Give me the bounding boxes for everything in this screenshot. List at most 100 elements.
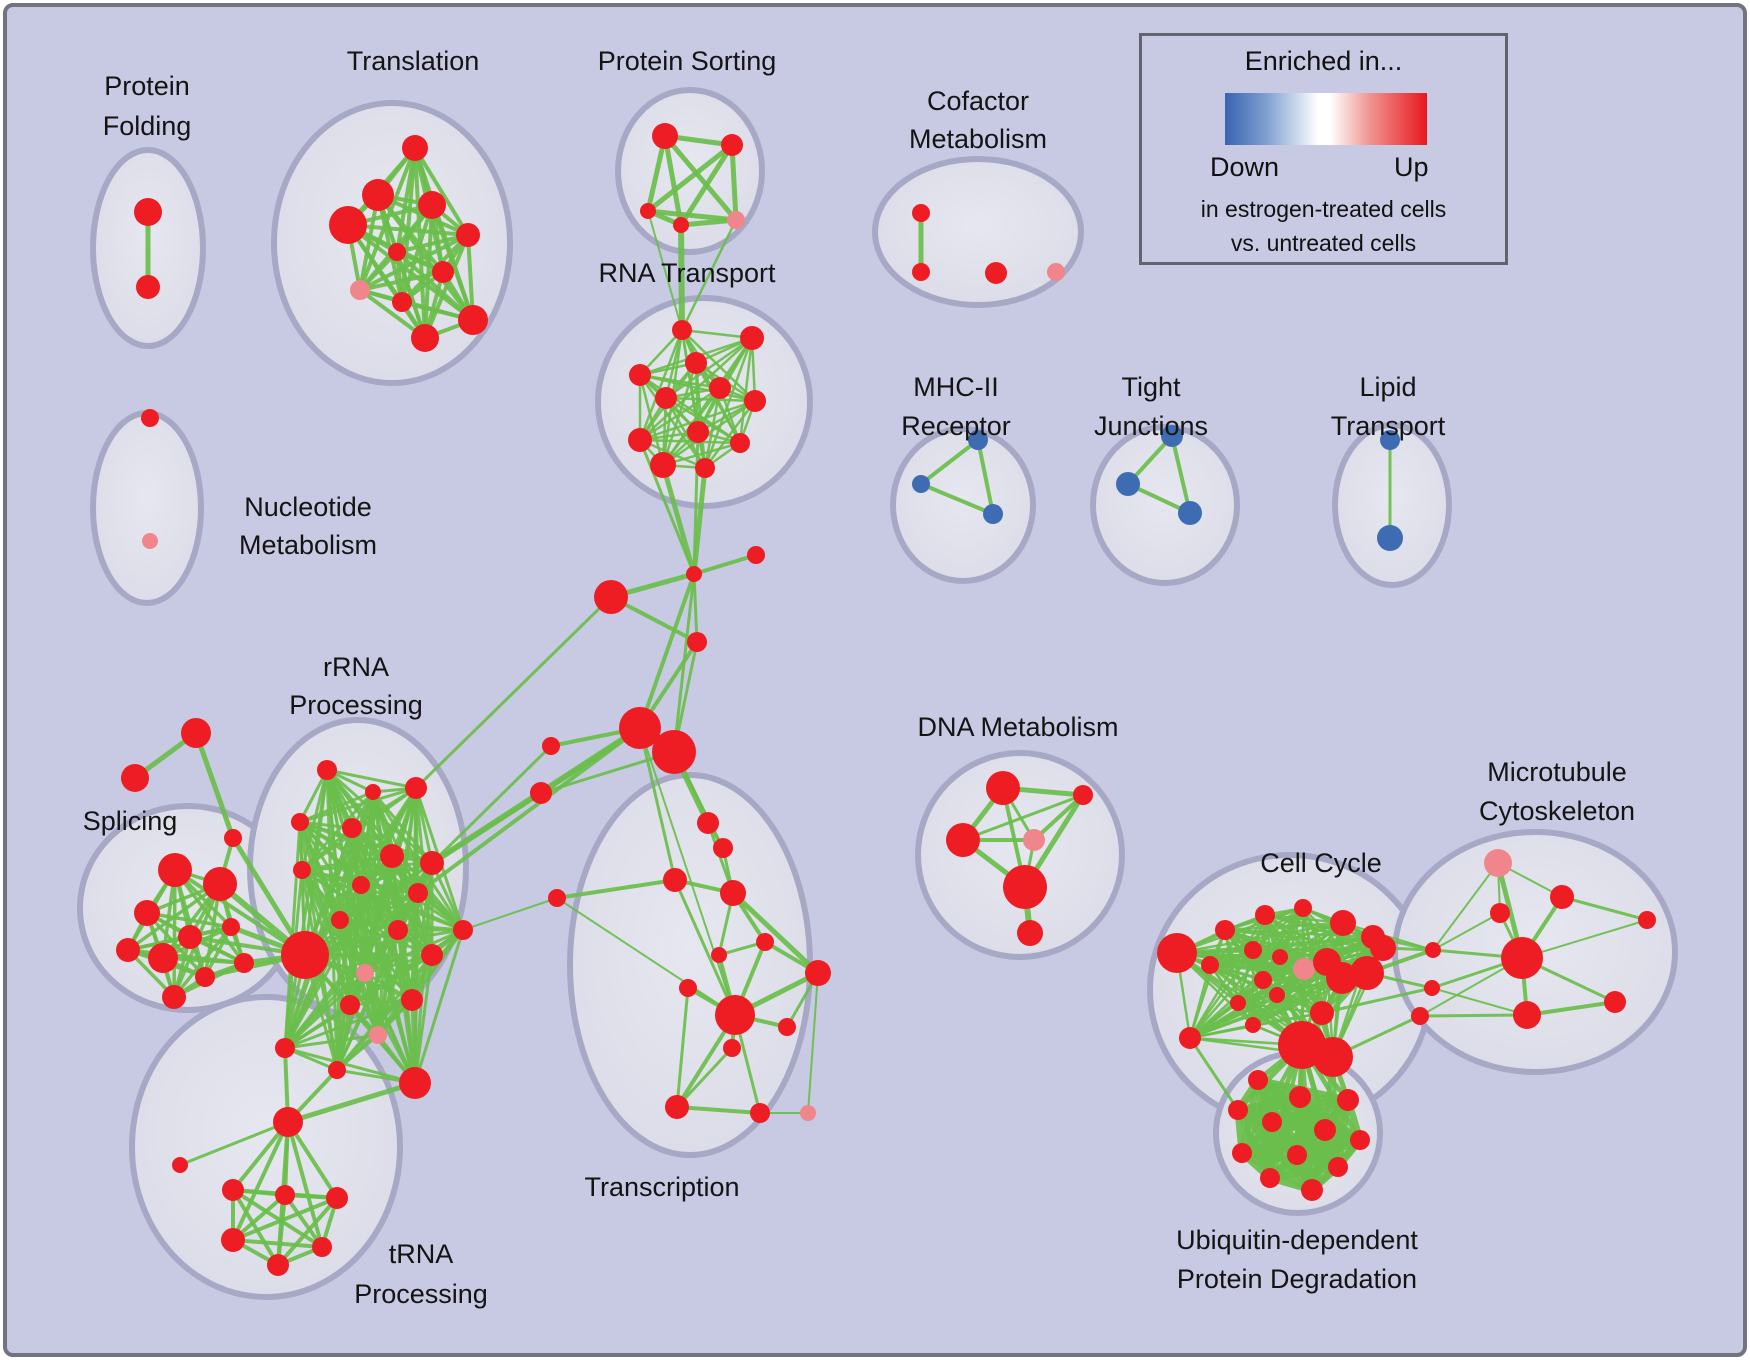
- gene-set-node-tx-0[interactable]: [697, 812, 719, 834]
- gene-set-node-rr-7[interactable]: [293, 861, 311, 879]
- gene-set-node-tn-4[interactable]: [221, 1228, 245, 1252]
- gene-set-node-ps-4[interactable]: [727, 211, 745, 229]
- gene-set-node-tx-4[interactable]: [548, 889, 566, 907]
- gene-set-node-br-3[interactable]: [687, 632, 707, 652]
- gene-set-node-cc-12[interactable]: [1330, 910, 1356, 936]
- gene-set-node-lt-0[interactable]: [1380, 430, 1400, 450]
- gene-set-node-sp-5[interactable]: [222, 918, 240, 936]
- gene-set-node-mt-6[interactable]: [1638, 911, 1656, 929]
- gene-set-node-tl-7[interactable]: [350, 280, 370, 300]
- gene-set-node-pf-1[interactable]: [136, 275, 160, 299]
- gene-set-node-tx-6[interactable]: [756, 933, 774, 951]
- gene-set-node-br-2[interactable]: [747, 546, 765, 564]
- gene-set-node-rt-11[interactable]: [695, 458, 715, 478]
- gene-set-node-br-6[interactable]: [542, 737, 560, 755]
- gene-set-node-tx-8[interactable]: [679, 979, 697, 997]
- gene-set-node-cf-2[interactable]: [985, 262, 1007, 284]
- gene-set-node-ub-4[interactable]: [1262, 1112, 1282, 1132]
- gene-set-node-rr-14[interactable]: [421, 944, 443, 966]
- gene-set-node-mt-2[interactable]: [1490, 903, 1510, 923]
- gene-set-node-cc-0[interactable]: [1157, 933, 1197, 973]
- gene-set-node-tl-1[interactable]: [362, 179, 394, 211]
- gene-set-node-tx-10[interactable]: [778, 1018, 796, 1036]
- gene-set-node-cc-20[interactable]: [1215, 920, 1235, 940]
- gene-set-node-rt-4[interactable]: [709, 377, 731, 399]
- gene-set-node-ub-2[interactable]: [1337, 1089, 1359, 1111]
- gene-set-node-tn-5[interactable]: [312, 1237, 332, 1257]
- gene-set-node-sp-2[interactable]: [134, 900, 160, 926]
- gene-set-node-rt-0[interactable]: [672, 320, 692, 340]
- gene-set-node-dm-2[interactable]: [946, 823, 980, 857]
- gene-set-node-cc-3[interactable]: [1254, 971, 1272, 989]
- gene-set-node-tx-14[interactable]: [800, 1105, 816, 1121]
- gene-set-node-rt-7[interactable]: [687, 421, 709, 443]
- gene-set-node-cc-13[interactable]: [1361, 925, 1385, 949]
- gene-set-node-tj-2[interactable]: [1178, 501, 1202, 525]
- gene-set-node-rt-3[interactable]: [629, 364, 651, 386]
- gene-set-node-rr-9[interactable]: [408, 883, 428, 903]
- gene-set-node-rr-17[interactable]: [401, 989, 423, 1011]
- gene-set-node-ub-11[interactable]: [1301, 1179, 1323, 1201]
- gene-set-node-cc-4[interactable]: [1269, 987, 1285, 1003]
- gene-set-node-tx-12[interactable]: [665, 1095, 689, 1119]
- gene-set-node-rr-0[interactable]: [317, 760, 337, 780]
- gene-set-node-ub-6[interactable]: [1350, 1130, 1370, 1150]
- gene-set-node-mh-1[interactable]: [912, 475, 930, 493]
- gene-set-node-br-4[interactable]: [619, 707, 661, 749]
- gene-set-node-cc-18[interactable]: [1313, 1037, 1353, 1077]
- gene-set-node-cc-2[interactable]: [1272, 949, 1288, 965]
- gene-set-node-cc-15[interactable]: [1245, 1017, 1261, 1033]
- gene-set-node-mh-0[interactable]: [968, 430, 988, 450]
- gene-set-node-cc-10[interactable]: [1255, 905, 1275, 925]
- gene-set-node-rr-18[interactable]: [275, 1038, 295, 1058]
- gene-set-node-sp-4[interactable]: [178, 925, 202, 949]
- gene-set-node-rr-19[interactable]: [328, 1061, 346, 1079]
- gene-set-node-tx-3[interactable]: [720, 880, 746, 906]
- gene-set-node-cc-19[interactable]: [1179, 1027, 1201, 1049]
- gene-set-node-bc-2[interactable]: [1411, 1007, 1429, 1025]
- gene-set-node-rr-1[interactable]: [365, 784, 381, 800]
- gene-set-node-mt-1[interactable]: [1550, 885, 1574, 909]
- gene-set-node-cc-7[interactable]: [1326, 962, 1358, 994]
- gene-set-node-bc-1[interactable]: [1424, 980, 1440, 996]
- gene-set-node-tl-9[interactable]: [458, 305, 488, 335]
- gene-set-node-tx-13[interactable]: [750, 1103, 770, 1123]
- gene-set-node-sp-6[interactable]: [148, 943, 178, 973]
- gene-set-node-cc-5[interactable]: [1293, 958, 1315, 980]
- gene-set-node-mt-5[interactable]: [1604, 991, 1626, 1013]
- gene-set-node-sp-7[interactable]: [195, 967, 215, 987]
- gene-set-node-rr-6[interactable]: [380, 844, 404, 868]
- gene-set-node-ub-1[interactable]: [1289, 1086, 1311, 1108]
- gene-set-node-rr-12[interactable]: [331, 911, 349, 929]
- gene-set-node-rr-11[interactable]: [356, 964, 374, 982]
- gene-set-node-cc-16[interactable]: [1310, 1001, 1334, 1025]
- gene-set-node-rr-4[interactable]: [342, 818, 362, 838]
- gene-set-node-tn-2[interactable]: [275, 1185, 295, 1205]
- gene-set-node-ub-10[interactable]: [1260, 1168, 1280, 1188]
- gene-set-node-sp-9[interactable]: [234, 953, 254, 973]
- gene-set-node-tx-11[interactable]: [723, 1039, 741, 1057]
- gene-set-node-rr-15[interactable]: [369, 1026, 387, 1044]
- gene-set-node-dm-3[interactable]: [1023, 829, 1045, 851]
- gene-set-node-tl-3[interactable]: [418, 191, 446, 219]
- gene-set-node-rr-20[interactable]: [399, 1067, 431, 1099]
- gene-set-node-cc-11[interactable]: [1294, 899, 1312, 917]
- gene-set-node-cf-0[interactable]: [912, 204, 930, 222]
- gene-set-node-ub-7[interactable]: [1232, 1143, 1252, 1163]
- gene-set-node-mt-0[interactable]: [1484, 849, 1512, 877]
- gene-set-node-sp-3[interactable]: [116, 938, 140, 962]
- gene-set-node-dm-1[interactable]: [1073, 785, 1093, 805]
- gene-set-node-tx-9[interactable]: [715, 995, 755, 1035]
- gene-set-node-tl-0[interactable]: [402, 135, 428, 161]
- gene-set-node-sp-0[interactable]: [158, 853, 192, 887]
- gene-set-node-br-7[interactable]: [530, 782, 552, 804]
- gene-set-node-br-1[interactable]: [594, 580, 628, 614]
- gene-set-node-dm-0[interactable]: [986, 771, 1020, 805]
- gene-set-node-tj-1[interactable]: [1116, 472, 1140, 496]
- gene-set-node-ub-3[interactable]: [1228, 1100, 1248, 1120]
- gene-set-node-tj-0[interactable]: [1161, 425, 1183, 447]
- gene-set-node-cf-1[interactable]: [912, 263, 930, 281]
- gene-set-node-cc-8[interactable]: [1350, 956, 1384, 990]
- gene-set-node-rt-2[interactable]: [685, 352, 707, 374]
- gene-set-node-so-1[interactable]: [121, 764, 149, 792]
